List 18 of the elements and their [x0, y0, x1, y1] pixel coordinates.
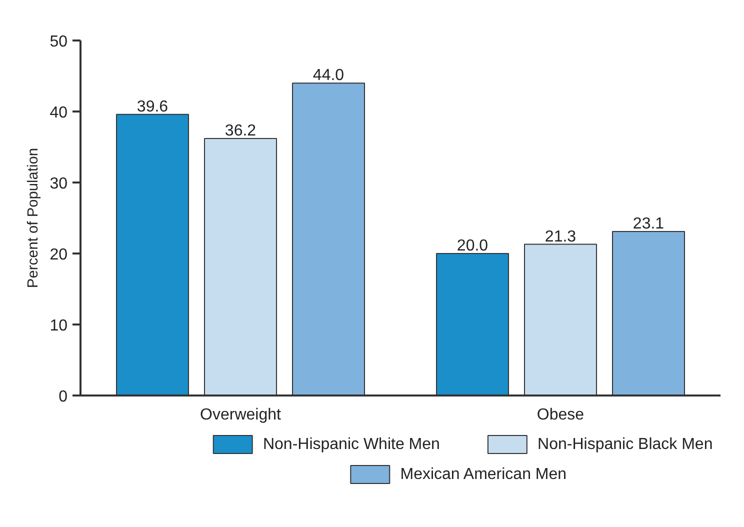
x-tick-label: Obese — [536, 406, 584, 424]
text: 39.6 — [136, 98, 168, 116]
y-axis-title: Percent of Population — [26, 148, 42, 288]
text: 44.0 — [312, 67, 344, 84]
x-tick-label: Overweight — [200, 406, 282, 424]
text: 36.2 — [224, 122, 256, 140]
text: 20.0 — [456, 238, 488, 254]
y-tick-label: 0 — [58, 388, 68, 406]
y-tick-label: 40 — [50, 104, 68, 122]
y-tick-label: 20 — [50, 246, 68, 264]
legend-label: Non-Hispanic White Men — [262, 436, 440, 453]
legend-label: Non-Hispanic Black Men — [538, 436, 713, 453]
text: 23.1 — [632, 215, 664, 232]
y-tick-label: 10 — [50, 318, 68, 334]
y-tick-label: 50 — [50, 34, 68, 50]
legend-label: Mexican American Men — [400, 466, 567, 483]
text: 21.3 — [544, 228, 576, 246]
y-tick-label: 30 — [50, 176, 68, 192]
